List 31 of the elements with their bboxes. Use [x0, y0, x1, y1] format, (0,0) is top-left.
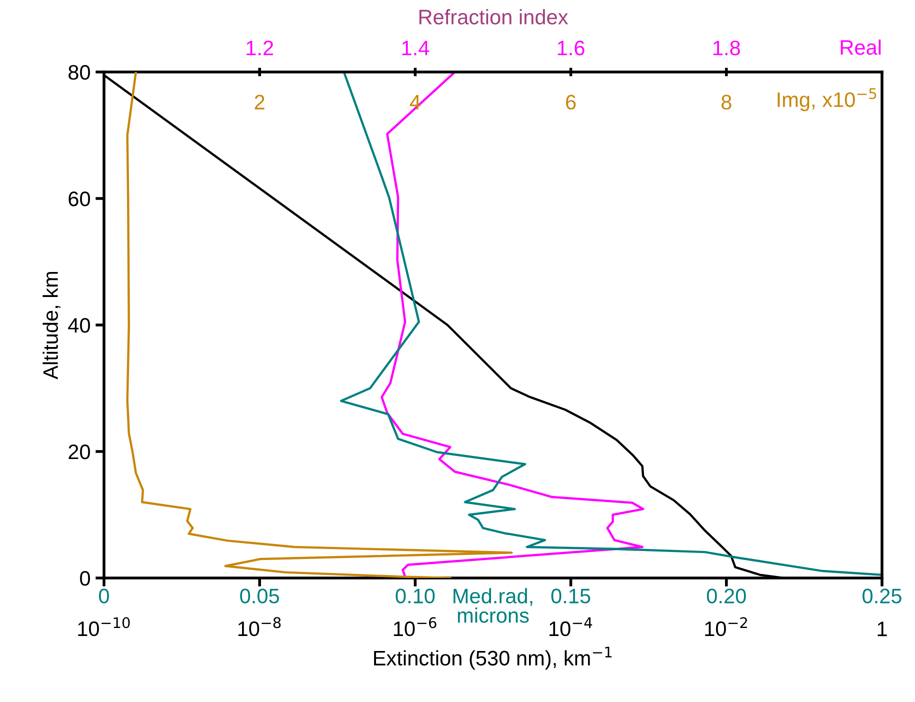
x-tick-label: 10$^{−2}$ [705, 617, 747, 636]
x2-tick-label: 4 [410, 95, 420, 110]
x-tick-label: 0.15 [551, 588, 590, 604]
x2-tick-label: 1.8 [714, 40, 740, 56]
y-axis-title: Altitude, km [42, 272, 60, 380]
x-tick-label: 10$^{−10}$ [78, 617, 130, 636]
x-tick-label: 0.10 [396, 588, 435, 604]
y-tick-label: 80 [68, 65, 90, 80]
x2-tick-label: 2 [254, 94, 264, 110]
x-tick-label: 0.20 [706, 588, 746, 604]
x-axis-title: Extinction (530 nm), km$^{−1}$ [374, 646, 612, 670]
x2-tick-label: 1.6 [558, 40, 584, 56]
x-tick-label: 0.05 [240, 588, 279, 604]
x2-tick-label: 6 [566, 94, 576, 110]
chart-title: Refraction index [419, 9, 568, 24]
x2-axis-title: Img, x10$^{−5}$ [778, 88, 876, 112]
x-tick-label: 10$^{−8}$ [238, 617, 281, 636]
y-tick-label: 40 [68, 318, 90, 333]
x-tick-label: 0 [99, 588, 109, 604]
y-tick-label: 20 [68, 444, 90, 460]
y-tick-label: 60 [68, 192, 90, 206]
x-tick-label: 1 [878, 622, 887, 636]
y-tick-label: 0 [80, 571, 90, 586]
x2-axis-title: Real [840, 40, 881, 55]
x2-tick-label: 8 [722, 94, 732, 110]
x2-tick-label: 1.4 [402, 40, 430, 56]
x-tick-label: 10$^{−6}$ [394, 617, 436, 636]
x-tick-label: 0.25 [862, 588, 902, 604]
x-axis-title: Med.rad, microns [454, 588, 532, 623]
x2-tick-label: 1.2 [246, 40, 274, 56]
x-tick-label: 10$^{−4}$ [550, 617, 592, 636]
